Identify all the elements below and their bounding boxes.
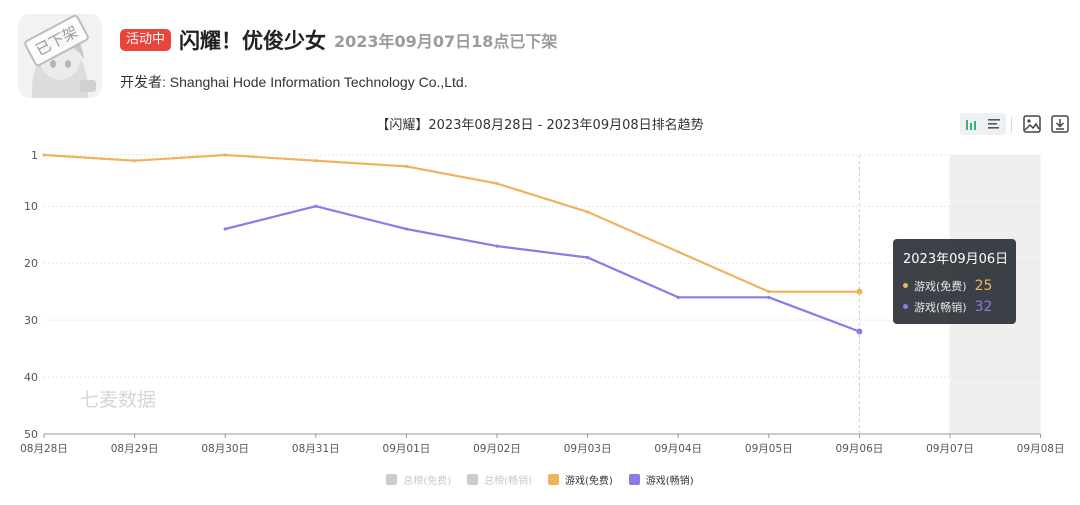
- tooltip-series-name: 游戏(免费): [914, 279, 967, 293]
- x-tick-label: 08月29日: [111, 443, 159, 455]
- bar-chart-icon[interactable]: [960, 113, 984, 135]
- y-tick-label: 30: [24, 314, 38, 327]
- legend-swatch: [628, 474, 640, 485]
- download-icon[interactable]: [1048, 113, 1072, 135]
- data-point: [676, 250, 680, 254]
- x-tick-label: 08月30日: [201, 443, 249, 455]
- y-tick-label: 40: [24, 371, 38, 384]
- data-point: [495, 181, 499, 186]
- legend-swatch: [467, 474, 479, 485]
- tooltip-dot-grossing: [903, 304, 908, 309]
- status-badge: 活动中: [120, 29, 172, 51]
- data-point: [586, 210, 590, 214]
- x-tick-label: 09月03日: [564, 443, 612, 455]
- app-icon: 已下架: [18, 14, 102, 98]
- x-tick-label: 09月05日: [745, 443, 793, 455]
- legend-item[interactable]: 总榜(畅销): [467, 472, 532, 487]
- legend-label: 总榜(畅销): [484, 476, 532, 487]
- developer-name: Shanghai Hode Information Technology Co.…: [169, 74, 468, 90]
- x-tick-label: 08月31日: [292, 443, 340, 455]
- x-tick-label: 09月01日: [383, 443, 431, 455]
- x-tick-label: 09月02日: [473, 443, 521, 455]
- offline-note: 2023年09月07日18点已下架: [334, 32, 558, 51]
- tooltip-row-grossing: 游戏(畅销) 32: [903, 296, 1006, 317]
- data-point: [856, 288, 863, 295]
- legend-swatch: [386, 474, 398, 485]
- data-point: [223, 227, 227, 231]
- x-tick-label: 09月04日: [654, 443, 702, 455]
- y-tick-label: 1: [31, 149, 38, 162]
- tooltip-row-free: 游戏(免费) 25: [903, 275, 1006, 296]
- data-point: [223, 153, 227, 157]
- tooltip-value-free: 25: [974, 277, 993, 294]
- data-point: [404, 227, 408, 231]
- legend-label: 总榜(免费): [403, 476, 452, 487]
- developer-line: 开发者: Shanghai Hode Information Technolog…: [120, 72, 468, 92]
- data-point: [314, 204, 318, 208]
- data-point: [314, 159, 318, 163]
- y-tick-label: 10: [24, 200, 38, 213]
- x-tick-label: 08月28日: [20, 443, 68, 455]
- toolbar-divider: [1011, 117, 1012, 133]
- y-tick-label: 20: [24, 257, 38, 270]
- chart-title: 【闪耀】2023年08月28日 - 2023年09月08日排名趋势: [376, 118, 704, 133]
- chart-toolbar: [956, 113, 1072, 137]
- data-point: [404, 164, 408, 168]
- chart-legend: 总榜(免费) 总榜(畅销) 游戏(免费) 游戏(畅销): [0, 472, 1080, 487]
- data-point: [767, 290, 771, 294]
- legend-item[interactable]: 游戏(免费): [548, 472, 613, 487]
- legend-item[interactable]: 游戏(畅销): [628, 472, 694, 487]
- data-point: [767, 295, 771, 299]
- series-line-1: [224, 205, 860, 333]
- x-tick-label: 09月08日: [1017, 443, 1065, 455]
- data-point: [495, 244, 499, 248]
- legend-label: 游戏(免费): [565, 476, 613, 487]
- y-tick-label: 50: [24, 428, 38, 441]
- developer-label: 开发者:: [120, 74, 166, 90]
- x-tick-label: 09月06日: [836, 443, 884, 455]
- x-tick-label: 09月07日: [926, 443, 974, 455]
- legend-item[interactable]: 总榜(免费): [386, 472, 451, 487]
- app-title: 闪耀！优俊少女: [179, 29, 327, 53]
- tooltip-series-name: 游戏(畅销): [914, 300, 967, 314]
- tooltip-date: 2023年09月06日: [903, 252, 1009, 267]
- list-icon[interactable]: [982, 113, 1006, 135]
- image-icon[interactable]: [1020, 113, 1044, 135]
- data-point: [856, 328, 863, 335]
- watermark: 七麦数据: [80, 389, 156, 411]
- tooltip-value-grossing: 32: [974, 298, 993, 315]
- data-point: [42, 153, 46, 157]
- app-header: 活动中 闪耀！优俊少女 2023年09月07日18点已下架: [120, 22, 557, 58]
- data-point: [133, 159, 137, 163]
- legend-swatch: [548, 474, 559, 485]
- data-point: [676, 295, 680, 299]
- data-point: [586, 255, 590, 260]
- legend-label: 游戏(畅销): [645, 476, 694, 487]
- series-line-0: [43, 153, 860, 293]
- tooltip-dot-free: [903, 283, 908, 288]
- chart-tooltip: 2023年09月06日 游戏(免费) 25 游戏(畅销) 32: [893, 239, 1016, 324]
